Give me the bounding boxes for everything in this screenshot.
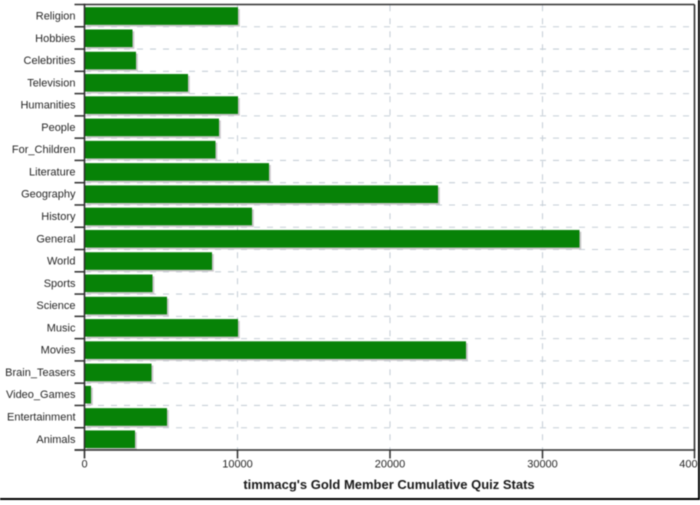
svg-text:20000: 20000 <box>375 459 406 471</box>
svg-text:Religion: Religion <box>36 11 76 23</box>
svg-text:History: History <box>41 211 76 223</box>
svg-text:For_Children: For_Children <box>12 144 76 156</box>
svg-text:timmacg's Gold Member Cumulati: timmacg's Gold Member Cumulative Quiz St… <box>243 477 534 492</box>
svg-text:Literature: Literature <box>29 166 75 178</box>
svg-text:Celebrities: Celebrities <box>24 55 76 67</box>
svg-text:10000: 10000 <box>222 459 253 471</box>
svg-text:Animals: Animals <box>36 434 76 446</box>
svg-text:40000: 40000 <box>679 459 700 471</box>
svg-text:Hobbies: Hobbies <box>35 33 76 45</box>
svg-text:Brain_Teasers: Brain_Teasers <box>5 367 76 379</box>
svg-text:People: People <box>41 122 75 134</box>
svg-text:Television: Television <box>27 77 75 89</box>
svg-text:World: World <box>47 256 76 268</box>
svg-text:General: General <box>36 233 75 245</box>
svg-text:Video_Games: Video_Games <box>6 389 76 401</box>
svg-text:Geography: Geography <box>21 189 76 201</box>
svg-text:Science: Science <box>36 300 75 312</box>
svg-text:0: 0 <box>81 459 87 471</box>
svg-text:Entertainment: Entertainment <box>7 411 75 423</box>
svg-text:Sports: Sports <box>44 278 76 290</box>
svg-text:30000: 30000 <box>527 459 558 471</box>
svg-text:Movies: Movies <box>41 345 76 357</box>
svg-text:Humanities: Humanities <box>20 100 76 112</box>
svg-text:Music: Music <box>47 322 76 334</box>
